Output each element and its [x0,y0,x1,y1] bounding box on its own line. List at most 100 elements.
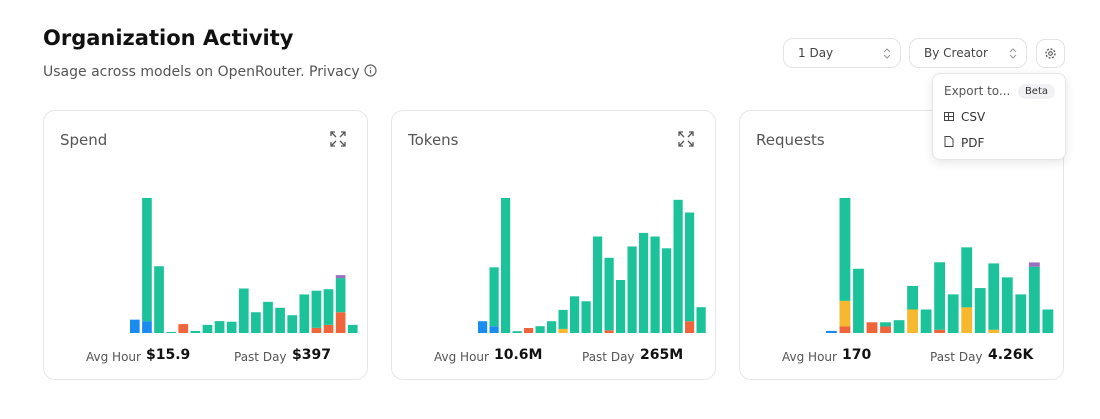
bar-segment [335,278,346,313]
bar-segment [190,330,201,333]
settings-button[interactable] [1036,39,1065,68]
bar-segment [639,232,649,333]
stat-value: 10.6M [494,347,543,363]
bar-segment [593,236,603,333]
chevron [1009,48,1017,59]
bar-segment [920,309,932,333]
bar-segment [627,246,637,333]
chart [826,198,1054,333]
bar-segment [478,321,488,333]
bar-segment [947,294,959,333]
menu-item[interactable]: CSV [944,110,985,124]
beta-badge: Beta [1017,84,1055,99]
bar-segment [839,326,851,333]
bar-segment [893,320,905,333]
menu-item[interactable]: PDF [944,136,984,150]
bar-segment [974,288,986,333]
bar-segment [1042,309,1054,333]
bar-segment [489,267,499,327]
bar-segment [685,212,695,322]
card-title: Spend [60,131,108,149]
stat-label: Avg Hour [434,350,489,364]
group-select[interactable]: By Creator [909,38,1027,68]
chart [478,198,706,333]
expand-glyph [678,131,694,147]
bar-segment [880,326,891,333]
range-value: 1 Day [798,46,834,60]
bar-segment [826,330,837,333]
chart-card: Spend Avg Hour $15.9 Past Day $397 [43,110,368,380]
bar-segment [853,268,864,333]
bar-segment [866,322,878,333]
bar-segment [696,307,706,333]
bar-segment [323,289,334,325]
bar-segment [323,324,334,333]
bar-segment [512,331,522,333]
bar-segment [214,321,225,333]
bar-segment [489,326,499,333]
bar-segment [604,257,614,331]
export-menu: Export to... Beta CSV PDF [932,73,1066,160]
range-select[interactable]: 1 Day [783,38,901,68]
bar-segment [961,247,973,308]
chevron [883,48,891,59]
bar-segment [934,329,946,333]
stat-label: Avg Hour [86,350,141,364]
bar-segment [535,326,545,333]
bar-segment [1028,262,1040,267]
bar-segment [335,312,346,333]
bar-segment [934,262,946,330]
bar-segment [547,321,557,333]
bar-segment [685,321,695,333]
bar-segment [650,236,660,333]
bar-segment [907,309,918,333]
bar-segment [662,248,672,333]
card-title: Requests [756,131,825,149]
page-subtitle: Usage across models on OpenRouter. Priva… [43,64,377,80]
bar-segment [524,328,534,333]
expand-icon[interactable] [330,131,346,147]
bar-segment [238,288,249,333]
bar-segment [299,294,310,333]
stat-label: Past Day [234,350,287,364]
info-icon[interactable] [364,64,377,77]
bar-segment [907,285,918,310]
bar-segment [570,296,580,333]
bar-segment [558,309,568,329]
stat-value: 170 [842,347,872,363]
table-icon [944,112,954,121]
stat-label: Past Day [930,350,983,364]
bar-segment [988,329,1000,333]
card-title: Tokens [408,131,459,149]
bar-segment [142,321,152,333]
bar-segment [287,315,298,333]
stat-value: 4.26K [988,347,1034,363]
gear-icon [1045,48,1056,59]
bar-segment [673,199,683,333]
bar-segment [1028,266,1040,333]
bar-segment [616,279,626,333]
stat-label: Past Day [582,350,635,364]
bar-segment [263,301,273,333]
bar-segment [988,263,1000,330]
bar-segment [142,198,152,322]
bar-segment [226,321,237,333]
bar-segment [311,327,322,333]
menu-item-label: CSV [961,110,986,124]
bar-segment [880,322,891,327]
bar-segment [961,307,973,333]
bar-segment [130,319,140,333]
bar-segment [166,331,176,333]
chart-card: Tokens Avg Hour 10.6M Past Day 265M [391,110,716,380]
bar-segment [202,324,213,333]
bar-segment [347,324,358,333]
stat-value: $15.9 [146,347,191,363]
page-title: Organization Activity [43,26,294,50]
bar-segment [501,198,511,333]
bar-segment [558,328,568,333]
expand-icon[interactable] [678,131,694,147]
chart [130,198,358,333]
file-icon [944,136,954,147]
